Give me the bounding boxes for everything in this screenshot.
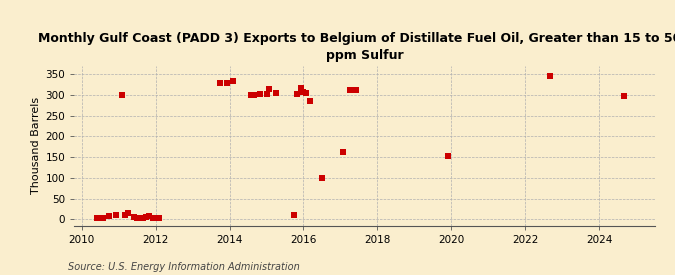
Point — [301, 91, 312, 95]
Point — [264, 87, 275, 91]
Point — [104, 214, 115, 218]
Point — [304, 99, 315, 103]
Point — [147, 215, 158, 220]
Point — [255, 92, 266, 96]
Point — [98, 215, 109, 220]
Point — [289, 213, 300, 217]
Text: Source: U.S. Energy Information Administration: Source: U.S. Energy Information Administ… — [68, 262, 299, 272]
Point — [138, 215, 148, 220]
Point — [122, 211, 133, 216]
Point — [350, 87, 361, 92]
Point — [317, 176, 327, 180]
Point — [141, 215, 152, 219]
Point — [144, 214, 155, 218]
Point — [545, 74, 556, 79]
Point — [221, 80, 232, 85]
Point — [119, 213, 130, 217]
Point — [619, 94, 630, 98]
Point — [298, 89, 309, 94]
Point — [116, 93, 127, 97]
Point — [110, 213, 121, 217]
Point — [227, 78, 238, 83]
Point — [129, 215, 140, 219]
Point — [153, 215, 164, 220]
Point — [215, 80, 225, 85]
Point — [443, 154, 454, 158]
Point — [261, 92, 272, 96]
Point — [246, 93, 256, 97]
Point — [338, 150, 349, 154]
Point — [92, 216, 103, 221]
Y-axis label: Thousand Barrels: Thousand Barrels — [31, 97, 41, 194]
Point — [344, 88, 355, 92]
Point — [151, 216, 161, 220]
Point — [295, 85, 306, 90]
Point — [271, 91, 281, 95]
Title: Monthly Gulf Coast (PADD 3) Exports to Belgium of Distillate Fuel Oil, Greater t: Monthly Gulf Coast (PADD 3) Exports to B… — [38, 32, 675, 62]
Point — [132, 216, 142, 220]
Point — [292, 92, 302, 96]
Point — [249, 93, 260, 97]
